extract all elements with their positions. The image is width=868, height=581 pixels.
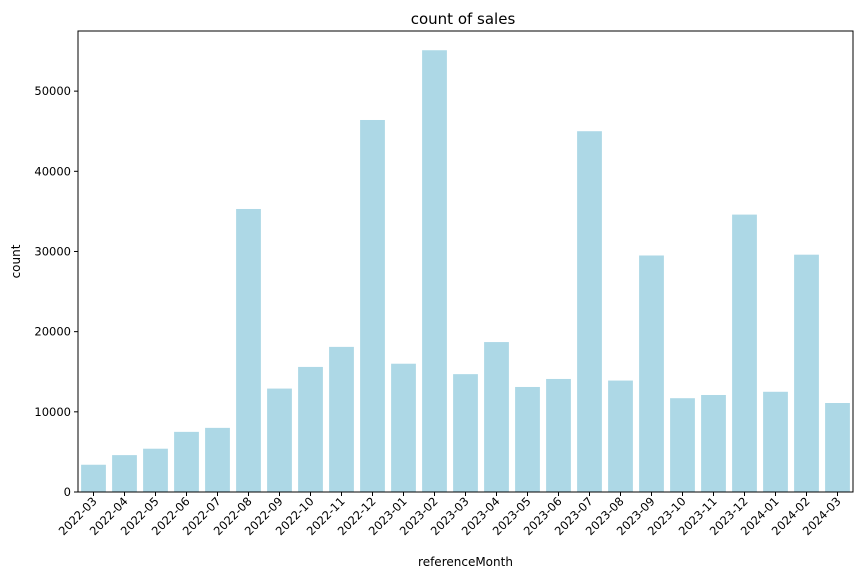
bar-2023-12 xyxy=(732,214,757,492)
y-axis: 0 10000 20000 30000 40000 50000 xyxy=(34,84,78,499)
bar-2022-03 xyxy=(81,464,106,492)
bar-2023-07 xyxy=(577,131,602,492)
y-tick-label: 30000 xyxy=(34,244,71,258)
bar-2022-10 xyxy=(298,366,323,492)
bar-2024-02 xyxy=(794,254,819,492)
bar-2024-01 xyxy=(763,391,788,492)
y-tick-label: 50000 xyxy=(34,84,71,98)
bar-2023-08 xyxy=(608,380,633,492)
x-axis: 2022-032022-042022-052022-062022-072022-… xyxy=(56,492,844,538)
bar-2022-05 xyxy=(143,448,168,492)
chart-title: count of sales xyxy=(411,10,516,28)
bar-2023-05 xyxy=(515,386,540,492)
plot-frame xyxy=(77,30,854,493)
bar-2024-03 xyxy=(825,403,850,492)
bar-2023-01 xyxy=(391,363,416,492)
x-axis-label: referenceMonth xyxy=(418,555,513,569)
bar-2023-02 xyxy=(422,50,447,493)
bar-2022-04 xyxy=(112,455,137,492)
y-tick-label: 20000 xyxy=(34,325,71,339)
y-tick-label: 40000 xyxy=(34,164,71,178)
bar-2022-07 xyxy=(205,427,230,492)
bar-2022-12 xyxy=(360,119,385,492)
y-axis-label: count xyxy=(9,244,23,278)
bar-2023-09 xyxy=(639,255,664,492)
bar-2023-06 xyxy=(546,378,571,492)
bar-2023-03 xyxy=(453,374,478,492)
bar-2023-04 xyxy=(484,342,509,492)
bar-2022-11 xyxy=(329,346,354,492)
y-tick-label: 0 xyxy=(64,485,71,499)
bar-2023-11 xyxy=(701,394,726,492)
y-tick-label: 10000 xyxy=(34,405,71,419)
bar-2022-08 xyxy=(236,208,261,492)
bar-2023-10 xyxy=(670,398,695,492)
bar-2022-06 xyxy=(174,431,199,492)
bars-layer xyxy=(81,50,850,493)
bar-2022-09 xyxy=(267,388,292,492)
